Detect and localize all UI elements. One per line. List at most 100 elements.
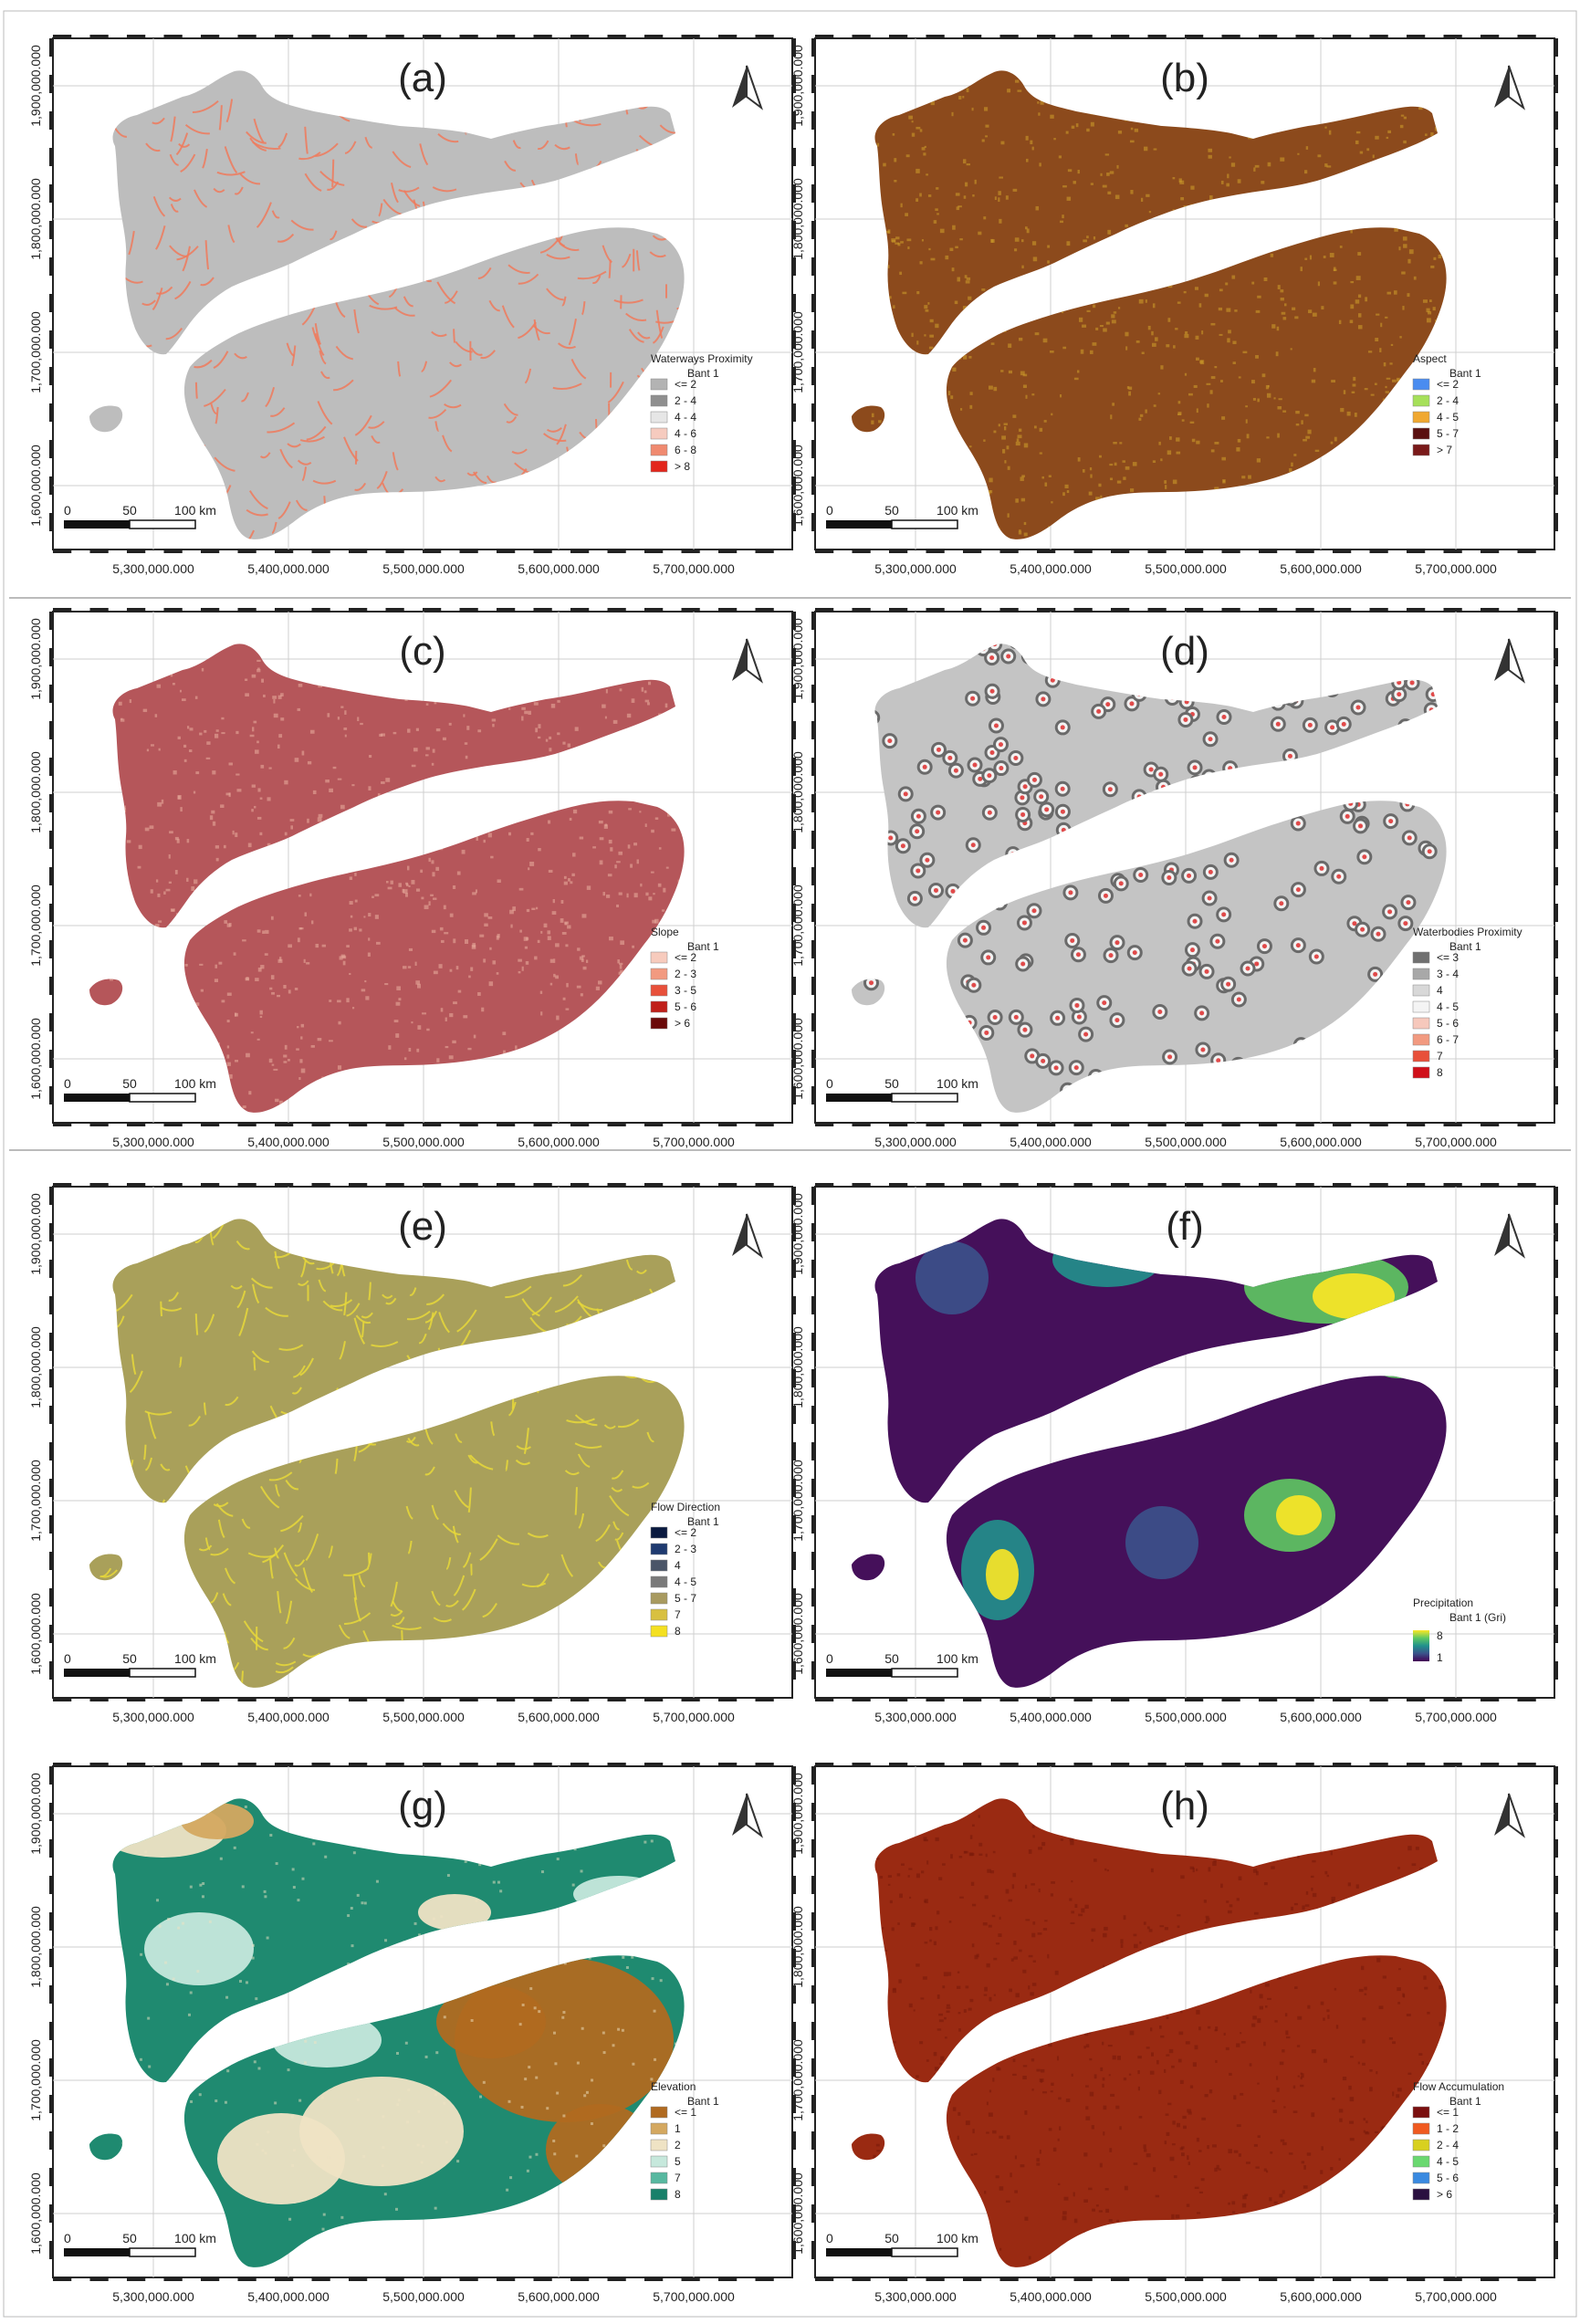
texture-line [371,435,381,444]
texture-speck [1036,2158,1040,2162]
texture-line [652,326,664,344]
texture-speck [1128,2073,1132,2076]
texture-speck [952,367,957,372]
texture-speck [936,213,939,215]
texture-speck [1012,1872,1017,1878]
neatline-tick [1554,440,1558,458]
texture-line [334,1458,339,1475]
texture-speck [406,865,410,871]
texture-speck [226,1062,231,1066]
texture-speck [533,2006,537,2010]
texture-line [467,1487,472,1513]
texture-line [213,187,225,194]
texture-speck [435,866,440,871]
texture-speck [919,2041,924,2045]
texture-speck [1308,309,1313,314]
texture-speck [1114,194,1120,200]
texture-speck [467,1047,472,1051]
neatline-tick [792,513,796,531]
texture-speck [212,821,216,826]
texture-speck [1275,351,1279,357]
texture-line [322,1300,343,1312]
texture-speck [1196,2212,1201,2214]
texture-speck [110,977,113,981]
texture-speck [605,895,611,898]
y-tick-label: 1,800,000.000 [28,1906,43,1988]
north-arrow-half [746,638,764,684]
texture-speck [179,689,182,693]
legend-swatch [650,951,668,964]
precip-contour [1125,1506,1198,1579]
texture-speck [1196,1869,1198,1871]
texture-speck [907,246,910,249]
neatline-tick [49,221,53,239]
texture-speck [288,1059,290,1062]
north-arrow-icon [732,638,764,684]
texture-speck [1188,2111,1192,2115]
texture-speck [1120,1939,1124,1944]
texture-speck [585,959,589,963]
texture-speck [1109,171,1114,174]
texture-speck [470,2018,474,2022]
neatline-tick [163,35,183,38]
texture-speck [1167,318,1171,322]
texture-speck [1012,2058,1016,2063]
neatline-tick [811,476,815,495]
neatline-tick [1147,608,1167,612]
texture-speck [618,851,623,855]
neatline-tick [497,550,516,553]
neatline-tick [811,1766,815,1785]
texture-speck [1334,436,1337,442]
texture-speck [1057,2183,1061,2186]
neatline-tick [815,2277,834,2281]
texture-speck [1038,1847,1043,1850]
texture-speck [945,2036,947,2039]
texture-speck [665,866,669,869]
texture-speck [1166,344,1170,348]
texture-speck [288,944,292,948]
texture-speck [1248,475,1251,479]
texture-speck [506,2188,509,2192]
neatline-tick [926,550,945,553]
texture-speck [551,911,557,916]
texture-speck [215,964,218,968]
texture-speck [123,805,126,810]
neatline-tick [49,1588,53,1607]
texture-speck [492,723,495,728]
neatline-tick [1185,1123,1204,1126]
neatline-tick [349,2277,368,2281]
texture-speck [893,1987,896,1991]
neatline-tick [681,1763,700,1766]
neatline-tick [792,2241,796,2259]
texture-speck [1043,420,1047,423]
texture-speck [356,2098,360,2101]
texture-speck [1146,194,1150,197]
neatline-tick [811,612,815,630]
neatline-tick [49,831,53,849]
texture-speck [1233,2095,1237,2100]
texture-speck [1314,449,1320,452]
elevation-class-patch [436,1985,546,2058]
texture-speck [1175,328,1178,330]
texture-line [392,1624,422,1630]
texture-speck [528,2155,532,2159]
texture-speck [524,2078,528,2081]
texture-speck [663,887,666,893]
texture-speck [625,1965,629,1969]
texture-dot [998,742,1003,748]
legend-title: Flow Direction [651,1501,720,1513]
neatline-tick [811,977,815,995]
texture-speck [650,1839,654,1843]
texture-speck [618,892,623,895]
texture-speck [361,989,366,992]
texture-dot [1074,1002,1080,1008]
texture-speck [265,929,269,934]
panel-label: (f) [1166,1204,1204,1249]
texture-speck [1350,304,1355,309]
texture-speck [1226,308,1231,312]
neatline-tick [718,608,738,612]
texture-speck [1264,1983,1270,1987]
texture-speck [484,913,488,917]
neatline-tick [163,1698,183,1701]
